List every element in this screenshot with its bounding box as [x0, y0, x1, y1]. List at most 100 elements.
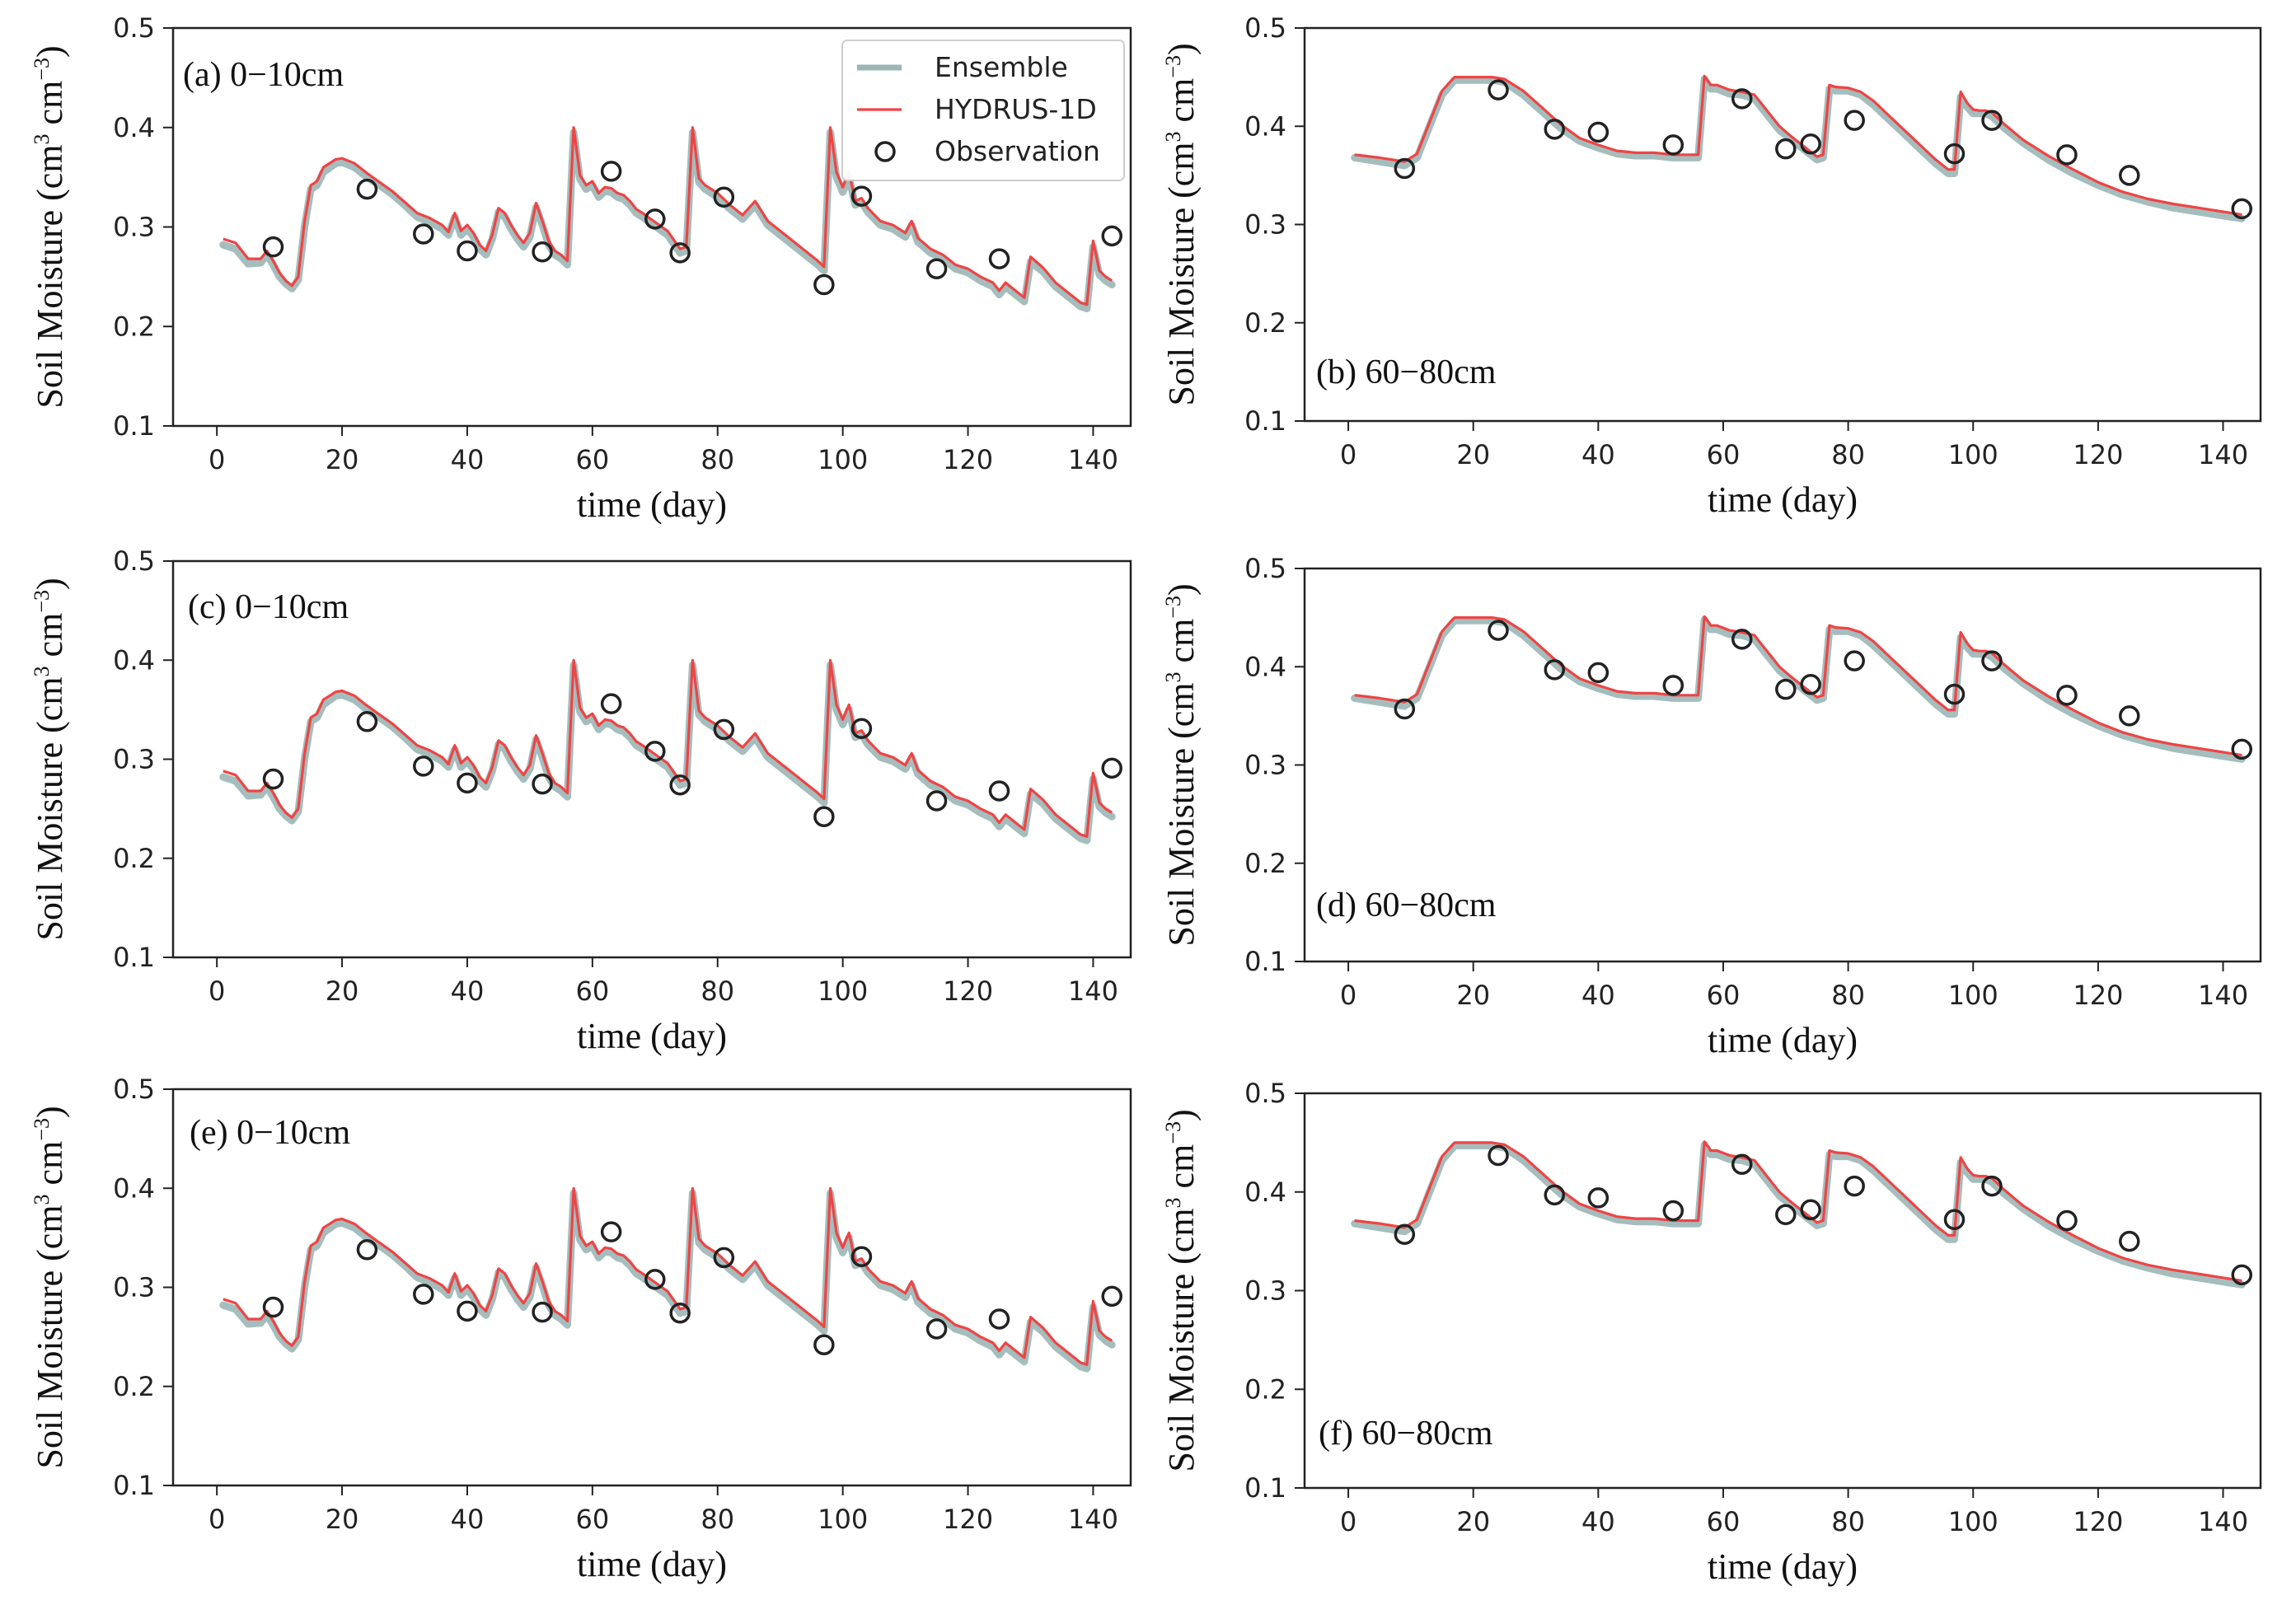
observation-point — [813, 274, 835, 296]
x-tick-label: 0 — [209, 975, 225, 1007]
y-tick-label: 0.3 — [113, 1272, 155, 1303]
y-axis-title-sup: 3 — [30, 1194, 54, 1205]
legend-observation-marker — [874, 141, 896, 162]
x-tick-label: 40 — [1581, 1506, 1615, 1537]
y-tick-label: 0.5 — [113, 1074, 155, 1105]
x-tick-label: 20 — [326, 1504, 359, 1535]
ensemble-line — [1351, 75, 2246, 222]
observation-point — [2231, 198, 2253, 220]
observation-point — [713, 718, 735, 741]
y-axis-title-base: Soil Moisture (cm — [1161, 142, 1202, 405]
series-group — [1351, 74, 2253, 222]
y-axis-title-sup: −3 — [1161, 596, 1185, 619]
y-tick-label: 0.3 — [1244, 750, 1286, 781]
panel-c: 0 20 40 60 80 100 120 140 0.1 0.2 0.3 0.4 0.5 time (d… — [30, 545, 1132, 1056]
x-tick-label: 80 — [1831, 439, 1865, 470]
y-tick-label: 0.2 — [1244, 307, 1286, 339]
observation-point — [1800, 673, 1821, 695]
x-tick-label: 60 — [575, 1504, 609, 1535]
x-tick-label: 20 — [326, 444, 359, 475]
y-tick-label: 0.4 — [113, 112, 155, 143]
observation-point — [1775, 1204, 1797, 1226]
x-tick-label: 120 — [943, 444, 993, 475]
y-axis-title-end: ) — [30, 45, 70, 58]
y-tick-label: 0.4 — [113, 644, 155, 676]
x-tick-label: 0 — [1340, 439, 1357, 470]
observation-point — [988, 780, 1010, 802]
y-tick-label: 0.2 — [113, 1371, 155, 1402]
observation-point — [262, 1296, 284, 1318]
x-tick-label: 60 — [1707, 1506, 1741, 1537]
observation-point — [1775, 138, 1797, 160]
y-axis-title-sup: 3 — [1161, 671, 1185, 682]
observation-point — [262, 768, 284, 790]
y-axis-title-base: Soil Moisture (cm — [30, 144, 70, 408]
observation-point — [1662, 675, 1685, 696]
y-axis-title: Soil Moisture (cm3 cm−3) — [30, 45, 70, 408]
hydrus-line — [223, 1186, 1113, 1366]
observation-point — [2056, 685, 2078, 706]
x-tick-label: 40 — [451, 975, 485, 1007]
hydrus-line — [223, 658, 1113, 838]
x-tick-label: 100 — [818, 444, 868, 475]
observation-point — [1488, 79, 1509, 101]
ensemble-line — [219, 1189, 1116, 1373]
observation-point — [457, 240, 478, 262]
panel-d: 0 20 40 60 80 100 120 140 0.1 0.2 0.3 0.4 0.5 time (d… — [1161, 553, 2262, 1060]
x-tick-label: 80 — [1831, 1506, 1865, 1537]
observation-point — [1394, 1223, 1416, 1245]
y-tick-label: 0.5 — [1244, 553, 1286, 584]
y-tick-label: 0.1 — [113, 942, 155, 973]
y-axis-title-unit: cm — [30, 81, 70, 134]
observation-point — [813, 806, 835, 827]
y-axis-title-base: Soil Moisture (cm — [30, 1205, 70, 1468]
legend: Ensemble HYDRUS-1D Observation — [841, 40, 1125, 181]
observation-point — [2231, 1264, 2253, 1286]
y-axis-title-sup: −3 — [30, 1118, 54, 1141]
observation-point — [713, 186, 735, 208]
x-tick-label: 60 — [1707, 980, 1741, 1011]
observation-point — [356, 1239, 378, 1261]
observation-point — [457, 1300, 478, 1322]
x-axis-title: time (day) — [1708, 1020, 1858, 1060]
observation-point — [600, 693, 622, 714]
y-axis-title-end: ) — [1161, 43, 1202, 55]
y-tick-label: 0.5 — [1244, 12, 1286, 44]
x-tick-label: 140 — [1068, 1504, 1118, 1535]
y-tick-label: 0.1 — [1244, 405, 1286, 437]
legend-hydrus-label: HYDRUS-1D — [935, 93, 1097, 125]
observation-point — [1394, 157, 1416, 180]
observation-point — [1662, 1200, 1685, 1222]
x-tick-label: 80 — [701, 444, 734, 475]
observation-point — [1488, 1144, 1509, 1167]
observation-point — [532, 241, 553, 263]
y-tick-label: 0.2 — [113, 843, 155, 874]
observation-point — [1943, 683, 1966, 705]
y-axis-title: Soil Moisture (cm3 cm−3) — [1161, 1109, 1202, 1471]
observation-point — [1587, 1187, 1610, 1209]
y-tick-label: 0.5 — [113, 545, 155, 577]
observation-point — [1844, 110, 1865, 131]
observation-point — [1943, 1209, 1966, 1231]
y-axis-title-end: ) — [30, 578, 70, 590]
observation-point — [1394, 698, 1416, 720]
observation-point — [2119, 165, 2140, 186]
observation-point — [1101, 757, 1122, 779]
observation-point — [1981, 650, 2003, 671]
x-tick-label: 140 — [2198, 1506, 2248, 1537]
x-tick-label: 120 — [943, 975, 993, 1007]
observation-point — [1731, 629, 1753, 650]
y-axis-title: Soil Moisture (cm3 cm−3) — [1161, 583, 1202, 946]
y-tick-label: 0.1 — [113, 410, 155, 442]
legend-observation-label: Observation — [935, 135, 1100, 167]
observation-point — [813, 1334, 835, 1355]
observation-point — [600, 161, 622, 182]
panel-e: 0 20 40 60 80 100 120 140 0.1 0.2 0.3 0.4 0.5 time (d… — [30, 1074, 1132, 1584]
observation-point — [1775, 678, 1797, 700]
ensemble-line — [219, 661, 1116, 844]
observation-point — [1981, 1175, 2003, 1197]
x-tick-label: 80 — [701, 975, 734, 1007]
legend-box — [841, 40, 1125, 181]
x-tick-label: 140 — [2198, 439, 2248, 470]
y-axis-title-unit: cm — [30, 613, 70, 667]
